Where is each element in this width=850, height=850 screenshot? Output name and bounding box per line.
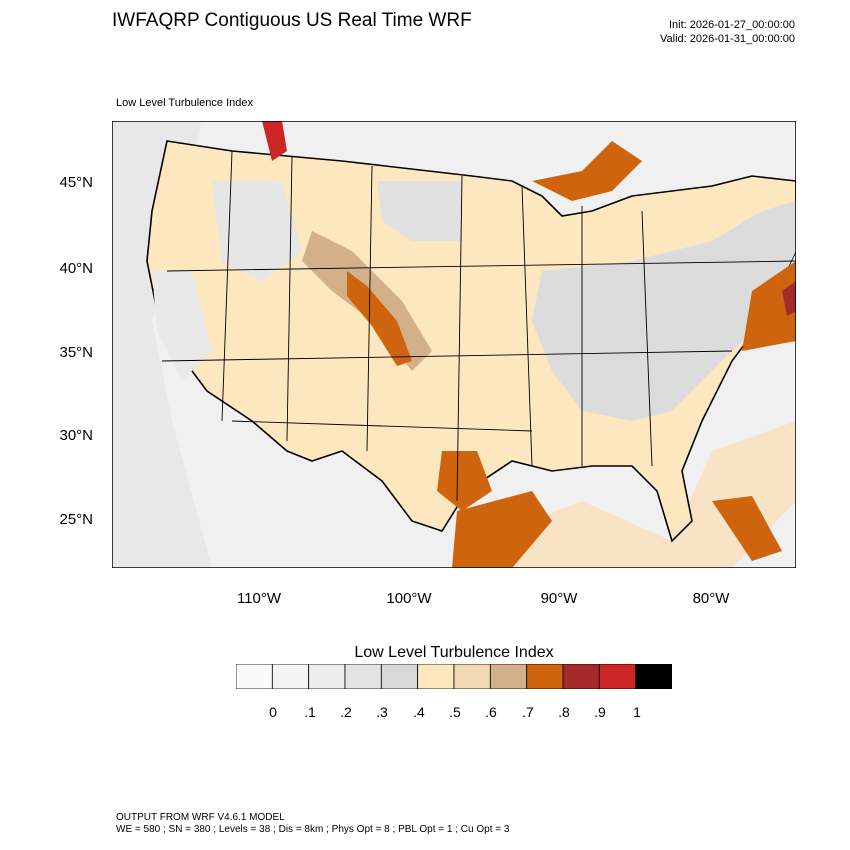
colorbar-label: .1 bbox=[304, 704, 316, 720]
lon-label-90w: 90°W bbox=[540, 590, 578, 607]
gulf-orange bbox=[452, 491, 552, 568]
colorbar-swatch bbox=[562, 664, 600, 689]
field-name: Low Level Turbulence Index bbox=[116, 97, 253, 109]
state-borders bbox=[161, 150, 796, 502]
colorbar-title: Low Level Turbulence Index bbox=[354, 644, 554, 661]
colorbar-label: .5 bbox=[449, 704, 461, 720]
lat-label-35n: 35°N bbox=[59, 344, 93, 361]
east-low-zone bbox=[532, 201, 796, 421]
colorbar-label: .2 bbox=[340, 704, 352, 720]
lat-label-25n: 25°N bbox=[59, 511, 93, 528]
atlantic-dark-red bbox=[782, 281, 796, 316]
colorbar-label: 0 bbox=[269, 704, 277, 720]
california-low-zone bbox=[152, 271, 212, 381]
colorbar-label: 1 bbox=[633, 704, 641, 720]
lat-label-45n: 45°N bbox=[59, 174, 93, 191]
pacific-ocean bbox=[112, 121, 212, 568]
colorbar-label: .7 bbox=[522, 704, 534, 720]
northern-plains-low-zone bbox=[377, 181, 462, 241]
colorbar-swatch bbox=[635, 664, 672, 689]
lon-label-110w: 110°W bbox=[236, 590, 282, 607]
colorbar-swatch bbox=[344, 664, 382, 689]
texas-orange bbox=[437, 451, 492, 511]
lon-label-80w: 80°W bbox=[692, 590, 730, 607]
colorbar-label: .3 bbox=[376, 704, 388, 720]
colorbar-swatch bbox=[489, 664, 528, 689]
colorbar bbox=[236, 664, 672, 689]
colorbar-swatch bbox=[380, 664, 419, 689]
colorbar-swatch bbox=[417, 664, 455, 689]
colorbar-label: .6 bbox=[485, 704, 497, 720]
northwest-low-zone bbox=[212, 181, 302, 281]
colorbar-label: .4 bbox=[413, 704, 425, 720]
atlantic-orange bbox=[742, 261, 796, 351]
montana-red bbox=[262, 121, 287, 161]
colorbar-swatch bbox=[271, 664, 310, 689]
bahamas-orange bbox=[712, 496, 782, 561]
colorbar-label: .8 bbox=[558, 704, 570, 720]
lon-label-100w: 100°W bbox=[386, 590, 432, 607]
model-info: OUTPUT FROM WRF V4.6.1 MODEL bbox=[116, 812, 285, 823]
valid-time: Valid: 2026-01-31_00:00:00 bbox=[660, 33, 795, 45]
turbulence-map bbox=[112, 121, 796, 568]
lat-label-40n: 40°N bbox=[59, 260, 93, 277]
great-lakes-orange bbox=[532, 141, 642, 201]
front-range-orange bbox=[347, 271, 412, 366]
colorbar-swatch bbox=[598, 664, 637, 689]
plot-title: IWFAQRP Contiguous US Real Time WRF bbox=[112, 10, 472, 31]
init-time: Init: 2026-01-27_00:00:00 bbox=[669, 19, 795, 31]
colorbar-swatch bbox=[526, 664, 564, 689]
colorbar-label: .9 bbox=[594, 704, 606, 720]
colorbar-swatch bbox=[308, 664, 346, 689]
lat-label-30n: 30°N bbox=[59, 427, 93, 444]
model-settings: WE = 580 ; SN = 380 ; Levels = 38 ; Dis … bbox=[116, 824, 510, 835]
colorbar-swatch bbox=[453, 664, 491, 689]
colorbar-swatch bbox=[236, 664, 273, 689]
